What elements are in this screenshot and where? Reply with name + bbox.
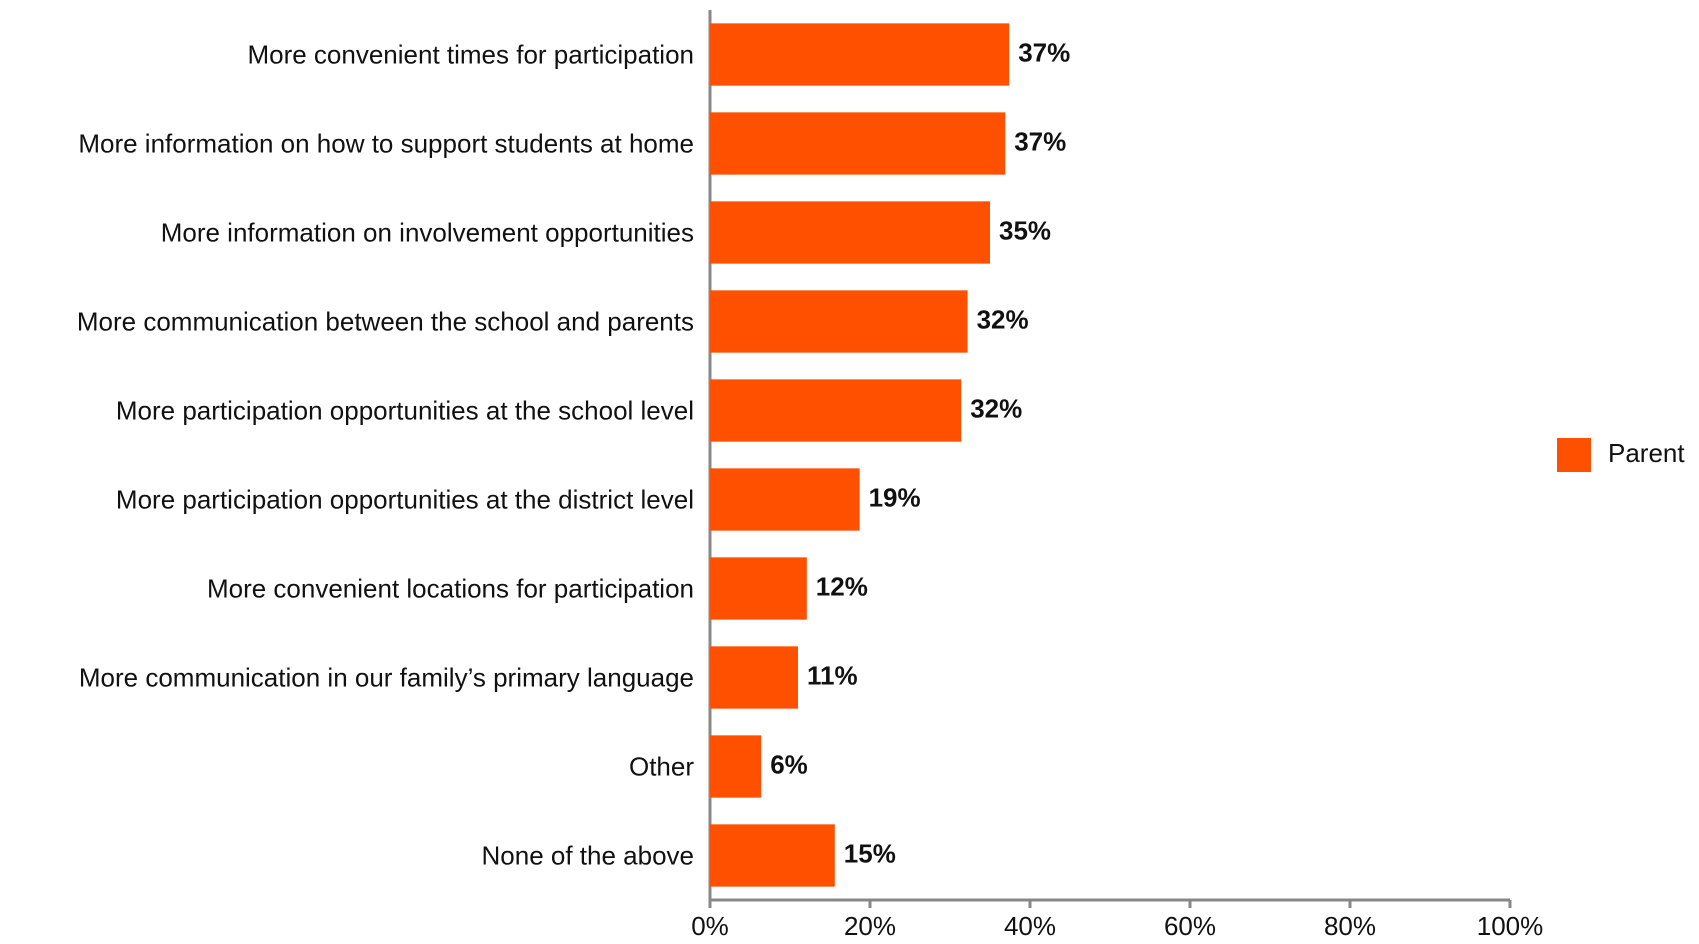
bar: [710, 201, 990, 264]
data-label: 32%: [970, 393, 1022, 423]
category-label: More communication in our family’s prima…: [78, 662, 694, 692]
category-label: None of the above: [481, 840, 695, 870]
data-label: 37%: [1014, 126, 1066, 156]
x-tick-label: 100%: [1477, 911, 1544, 941]
data-label: 15%: [844, 838, 896, 868]
data-label: 35%: [999, 215, 1051, 245]
category-label: More participation opportunities at the …: [115, 395, 694, 425]
bar: [710, 557, 807, 620]
data-label: 32%: [977, 304, 1029, 334]
data-label: 37%: [1018, 37, 1070, 67]
bar: [710, 646, 798, 709]
bar: [710, 824, 835, 887]
data-label: 19%: [869, 482, 921, 512]
data-label: 11%: [807, 660, 858, 690]
category-label: More information on involvement opportun…: [160, 217, 694, 247]
legend-label: Parent: [1608, 438, 1685, 468]
x-tick-label: 0%: [691, 911, 729, 941]
category-label: More communication between the school an…: [76, 306, 694, 336]
category-label: More participation opportunities at the …: [115, 484, 694, 514]
x-tick-label: 80%: [1324, 911, 1376, 941]
x-tick-label: 40%: [1004, 911, 1056, 941]
bar: [710, 112, 1006, 175]
category-label: Other: [628, 751, 694, 781]
data-label: 12%: [816, 571, 868, 601]
x-tick-label: 20%: [844, 911, 896, 941]
bar: [710, 290, 968, 353]
bar: [710, 735, 762, 798]
legend-swatch: [1557, 438, 1591, 472]
bar: [710, 23, 1010, 86]
data-label: 6%: [770, 749, 808, 779]
category-label: More convenient times for participation: [247, 39, 694, 69]
category-label: More information on how to support stude…: [78, 128, 694, 158]
bar: [710, 468, 860, 531]
bar: [710, 379, 962, 442]
x-tick-label: 60%: [1164, 911, 1216, 941]
category-label: More convenient locations for participat…: [206, 573, 694, 603]
